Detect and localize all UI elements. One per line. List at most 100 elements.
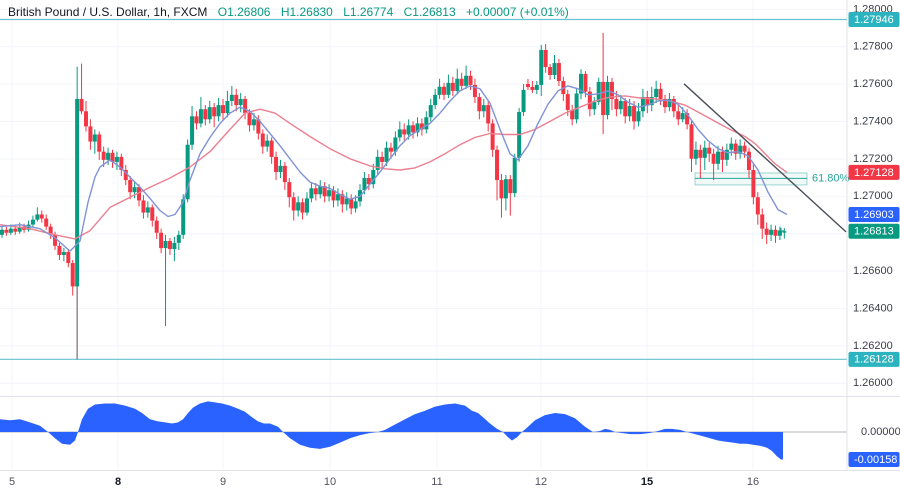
candle-body <box>366 178 371 185</box>
candle-body <box>106 152 111 160</box>
candle-body <box>344 198 349 205</box>
candle-body <box>66 252 71 264</box>
candle-body <box>353 201 358 209</box>
symbol-info-bar[interactable]: British Pound / U.S. Dollar, 1h, FXCM O1… <box>8 4 569 20</box>
time-axis-label: 16 <box>747 476 759 488</box>
time-axis[interactable]: 5 8 9 10 11 12 15 16 <box>9 476 759 488</box>
candle-body <box>605 81 610 116</box>
candle-body <box>221 105 225 114</box>
ma-slow-red-line <box>0 95 788 240</box>
candle-body <box>141 200 146 213</box>
candle-body <box>521 89 526 113</box>
candle-body <box>419 123 424 130</box>
ohlc-high: H1.26830 <box>280 5 333 19</box>
candle-body <box>556 63 561 81</box>
candle-body <box>110 152 115 162</box>
candle-body <box>618 100 623 110</box>
candle-body <box>724 149 729 160</box>
horizontal-level-lines[interactable] <box>0 18 847 360</box>
candle-body <box>508 179 513 194</box>
svg-text:1.26903: 1.26903 <box>854 209 894 221</box>
candle-body <box>229 94 234 101</box>
candle-body <box>287 182 292 198</box>
trendline[interactable] <box>683 83 847 233</box>
candle-body <box>185 144 190 200</box>
symbol-title[interactable]: British Pound / U.S. Dollar, 1h, FXCM <box>8 5 208 19</box>
candle-body <box>698 149 703 158</box>
candle-body <box>663 98 667 108</box>
candle-body <box>583 73 588 92</box>
candle-body <box>300 202 305 213</box>
candle-body <box>79 98 84 112</box>
fib-level-label: 61.80% <box>812 172 850 184</box>
candle-body <box>614 98 619 110</box>
candle-body <box>137 187 142 201</box>
candle-body <box>587 91 592 110</box>
grid-lines <box>0 0 847 471</box>
candle-body <box>711 153 716 164</box>
candle-body <box>468 75 473 85</box>
candle-body <box>609 81 614 99</box>
candle-body <box>680 113 685 120</box>
candle-body <box>35 214 40 220</box>
candle-body <box>150 207 155 221</box>
candle-body <box>782 231 787 233</box>
candle-body <box>207 107 212 120</box>
candle-body <box>411 125 416 133</box>
time-axis-label: 15 <box>641 476 653 488</box>
candle-body <box>437 86 442 95</box>
candle-body <box>225 100 230 114</box>
candle-body <box>442 86 446 95</box>
candle-body <box>17 226 22 232</box>
candle-body <box>464 75 469 86</box>
candle-body <box>707 147 712 154</box>
candle-body <box>592 101 597 110</box>
candle-body <box>282 165 287 183</box>
time-axis-label: 8 <box>115 476 121 488</box>
candle-body <box>649 97 654 106</box>
candle-body <box>552 63 557 76</box>
candle-body <box>269 140 274 157</box>
candle-body <box>375 156 380 170</box>
oscillator-area <box>0 401 783 460</box>
svg-text:1.26813: 1.26813 <box>854 226 894 238</box>
candle-body <box>539 49 544 85</box>
fib-retracement[interactable] <box>694 172 808 186</box>
time-axis-label: 10 <box>324 476 336 488</box>
candle-body <box>760 214 765 229</box>
pane-separators[interactable] <box>0 0 900 471</box>
candle-body <box>123 169 128 181</box>
candle-body <box>397 129 402 138</box>
candle-body <box>13 228 18 232</box>
candle-body <box>640 97 645 112</box>
candle-body <box>159 232 164 249</box>
price-axis[interactable]: 1.280001.278001.276001.274001.272001.270… <box>848 3 900 467</box>
oscillator-pane <box>0 401 847 460</box>
candle-body <box>331 190 336 201</box>
ma-fast-blue-line <box>0 85 788 252</box>
price-axis-label: 1.26600 <box>853 265 893 277</box>
candle-body <box>525 83 530 87</box>
candle-body <box>349 198 354 209</box>
candle-body <box>309 188 314 199</box>
candle-body <box>304 198 309 213</box>
candle-body <box>654 88 659 98</box>
candle-body <box>203 109 208 120</box>
candle-body <box>92 134 97 142</box>
candle-body <box>693 149 698 159</box>
candle-body <box>433 94 438 106</box>
candle-body <box>190 116 195 145</box>
ohlc-close: C1.26813 <box>403 5 456 19</box>
candle-body <box>291 197 296 211</box>
candle-body <box>39 214 44 219</box>
candle-body <box>499 180 504 199</box>
last-bar-marker <box>778 227 784 234</box>
svg-text:1.27946: 1.27946 <box>854 14 894 26</box>
candle-body <box>371 169 376 185</box>
candle-body <box>132 187 137 193</box>
candle-body <box>119 156 124 170</box>
time-axis-label: 12 <box>535 476 547 488</box>
candle-body <box>8 228 13 233</box>
